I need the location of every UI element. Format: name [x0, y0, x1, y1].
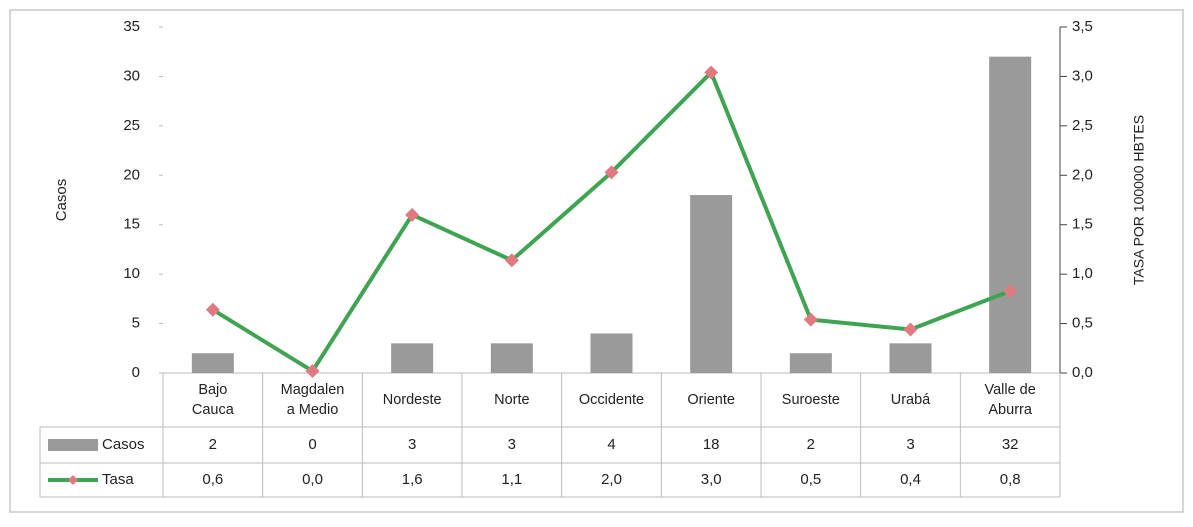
table-value: 3 — [408, 436, 416, 453]
x-tick-label-box: Urabá — [890, 392, 931, 408]
y-tick-label: 15 — [123, 216, 140, 233]
marker — [504, 253, 519, 268]
marker — [704, 65, 719, 80]
y-tick-label: 0 — [132, 364, 140, 381]
x-tick-label: Valle de Aburra — [984, 382, 1036, 418]
y-axis-label: Casos — [53, 179, 70, 222]
table-value: 3 — [508, 436, 516, 453]
bar — [889, 343, 932, 373]
bar — [789, 353, 832, 373]
table-value: 0,0 — [302, 471, 323, 488]
x-tick-label-box: Bajo Cauca — [191, 382, 234, 418]
y2-tick-label: 0,0 — [1072, 364, 1093, 381]
x-tick-label: Nordeste — [382, 392, 442, 408]
legend-marker — [68, 475, 78, 485]
table-value: 0,6 — [202, 471, 223, 488]
table-value: 32 — [1002, 436, 1019, 453]
x-tick-label: Suroeste — [781, 392, 840, 408]
bar — [690, 195, 733, 373]
y2-tick-label: 1,0 — [1072, 265, 1093, 282]
table-value: 2 — [807, 436, 815, 453]
table-value: 4 — [607, 436, 615, 453]
x-tick-label: Bajo Cauca — [191, 382, 234, 418]
y2-tick-label: 1,5 — [1072, 216, 1093, 233]
y2-tick-label: 2,5 — [1072, 117, 1093, 134]
x-tick-label-box: Valle de Aburra — [984, 382, 1036, 418]
legend-label: Tasa — [102, 471, 134, 488]
table-value: 0,4 — [900, 471, 921, 488]
x-tick-label-box: Suroeste — [781, 392, 840, 408]
x-tick-label: Oriente — [687, 392, 735, 408]
table-value: 0,5 — [800, 471, 821, 488]
table-value: 1,6 — [402, 471, 423, 488]
x-tick-label-box: Oriente — [687, 392, 735, 408]
table-value: 18 — [703, 436, 720, 453]
marker — [305, 364, 320, 379]
bar — [391, 343, 434, 373]
bar — [191, 353, 234, 373]
y2-tick-label: 3,0 — [1072, 67, 1093, 84]
x-tick-label: Occidente — [578, 392, 645, 408]
y-tick-label: 20 — [123, 166, 140, 183]
marker — [803, 312, 818, 327]
x-tick-label-box: Magdalena Medio — [280, 382, 345, 418]
y-tick-label: 25 — [123, 117, 140, 134]
table-value: 2,0 — [601, 471, 622, 488]
y-tick-label: 5 — [132, 315, 140, 332]
marker — [1003, 283, 1018, 298]
x-tick-label-box: Occidente — [578, 392, 645, 408]
marker — [205, 302, 220, 317]
y-tick-label: 10 — [123, 265, 140, 282]
x-tick-label: Norte — [494, 392, 530, 408]
table-value: 3,0 — [701, 471, 722, 488]
x-tick-label-box: Norte — [494, 392, 530, 408]
chart-frame — [9, 9, 1184, 513]
bar — [989, 56, 1032, 374]
y2-tick-label: 0,5 — [1072, 315, 1093, 332]
x-tick-label: Urabá — [890, 392, 931, 408]
bar — [490, 343, 533, 373]
table-value: 0 — [308, 436, 316, 453]
marker — [604, 165, 619, 180]
legend-swatch — [48, 439, 98, 451]
legend-label: Casos — [102, 436, 145, 453]
x-tick-label-box: Nordeste — [382, 392, 442, 408]
table-value: 1,1 — [501, 471, 522, 488]
table-value: 2 — [209, 436, 217, 453]
bar — [590, 333, 633, 373]
marker — [903, 322, 918, 337]
table-value: 0,8 — [1000, 471, 1021, 488]
y2-tick-label: 3,5 — [1072, 18, 1093, 35]
table-value: 3 — [906, 436, 914, 453]
y2-tick-label: 2,0 — [1072, 166, 1093, 183]
marker — [405, 207, 420, 222]
y-tick-label: 30 — [123, 67, 140, 84]
y-tick-label: 35 — [123, 18, 140, 35]
y2-axis-label: TASA POR 100000 HBTES — [1131, 115, 1147, 285]
x-tick-label: Magdalena Medio — [280, 382, 345, 418]
